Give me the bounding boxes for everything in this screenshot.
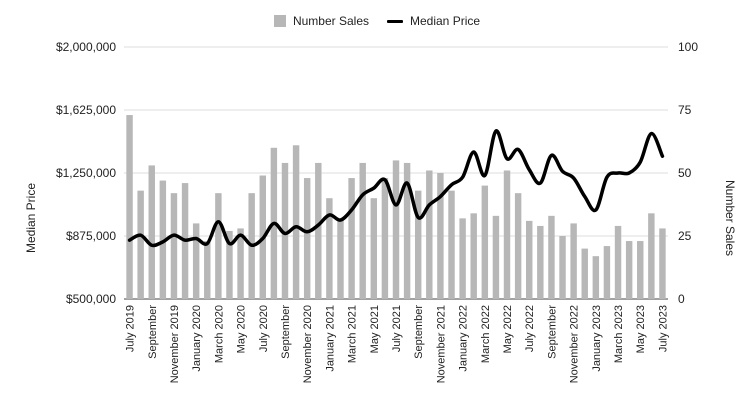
legend-item-median-price: Median Price: [387, 14, 480, 28]
x-tick-label: March 2022: [480, 305, 492, 363]
x-tick-label: September: [147, 305, 159, 359]
bar: [459, 218, 466, 299]
line-series-median-price: [127, 129, 665, 248]
x-tick-label: July 2021: [391, 305, 403, 352]
bar: [570, 223, 577, 299]
x-tick-label: July 2022: [524, 305, 536, 352]
bar: [126, 115, 133, 299]
right-tick-label: 100: [678, 40, 698, 54]
right-tick-label: 75: [678, 103, 692, 117]
x-tick-label: July 2023: [657, 305, 669, 352]
x-tick-label: January 2022: [458, 305, 470, 372]
bar-series-number-sales: [126, 115, 666, 299]
left-axis-ticks: $500,000 $875,000 $1,250,000 $1,625,000 $2,0…: [56, 40, 116, 306]
bar: [581, 248, 588, 299]
left-axis-title: Median Price: [24, 183, 38, 253]
legend-swatch-line: [387, 19, 403, 23]
bar: [315, 162, 322, 299]
right-axis-title: Number Sales: [723, 180, 737, 256]
left-tick-label: $1,250,000: [56, 166, 116, 180]
bar: [559, 236, 566, 299]
bar: [137, 190, 144, 299]
bar: [359, 162, 366, 299]
bar: [204, 241, 211, 299]
bar: [526, 220, 533, 299]
bar: [448, 190, 455, 299]
x-tick-label: May 2022: [502, 305, 514, 353]
bar: [537, 225, 544, 299]
bar: [381, 178, 389, 299]
bar: [226, 230, 233, 299]
bar: [437, 173, 444, 299]
right-tick-label: 50: [678, 166, 692, 180]
bar: [281, 162, 289, 299]
bar: [470, 213, 477, 299]
legend-label-number-sales: Number Sales: [292, 14, 369, 28]
x-tick-label: September: [546, 305, 558, 359]
bar: [370, 198, 378, 299]
right-tick-label: 25: [678, 229, 692, 243]
bar: [192, 223, 200, 299]
bar: [659, 228, 666, 299]
x-tick-label: November 2020: [302, 305, 314, 383]
bar: [503, 170, 511, 299]
bar: [392, 160, 400, 299]
left-tick-label: $1,625,000: [56, 103, 116, 117]
bar: [592, 256, 600, 299]
left-tick-label: $875,000: [66, 229, 116, 243]
x-tick-label: January 2021: [324, 305, 336, 372]
legend-item-number-sales: Number Sales: [273, 14, 369, 28]
legend-swatch-bar: [273, 15, 286, 27]
bar: [481, 185, 489, 299]
bar: [237, 228, 244, 299]
x-tick-label: September: [413, 305, 425, 359]
x-tick-label: March 2021: [347, 305, 359, 363]
bar: [514, 193, 522, 299]
x-tick-label: May 2021: [369, 305, 381, 353]
bar: [625, 241, 633, 299]
median-price-line: [127, 129, 665, 248]
x-tick-label: May 2023: [635, 305, 647, 353]
bar: [159, 180, 167, 299]
x-tick-label: May 2020: [236, 305, 248, 353]
x-tick-label: November 2022: [569, 305, 581, 383]
bar: [426, 170, 433, 299]
bar: [548, 215, 555, 299]
bar: [614, 225, 622, 299]
bar: [403, 162, 411, 299]
x-axis-ticks: July 2019 September November 2019 January 2…: [125, 305, 670, 384]
bar: [215, 193, 222, 299]
x-tick-label: July 2019: [125, 305, 137, 352]
bar: [648, 213, 655, 299]
left-tick-label: $500,000: [66, 292, 116, 306]
bar: [348, 178, 355, 299]
x-tick-label: January 2023: [591, 305, 603, 372]
bar: [603, 246, 611, 299]
bar: [292, 145, 300, 299]
bar: [326, 198, 333, 299]
x-tick-label: November 2021: [435, 305, 447, 383]
right-tick-label: 0: [678, 292, 685, 306]
x-tick-label: January 2020: [191, 305, 203, 372]
bar: [492, 215, 500, 299]
x-tick-label: July 2020: [258, 305, 270, 352]
legend-label-median-price: Median Price: [410, 14, 481, 28]
x-tick-label: March 2023: [613, 305, 625, 363]
left-tick-label: $2,000,000: [56, 40, 116, 54]
bar: [148, 165, 155, 299]
legend: Number Sales Median Price: [0, 11, 754, 31]
right-axis-ticks: 0 25 50 75 100: [678, 40, 698, 306]
x-tick-label: November 2019: [169, 305, 181, 383]
bar: [170, 193, 178, 299]
x-tick-label: September: [280, 305, 292, 359]
bar: [303, 178, 311, 299]
bar: [414, 190, 422, 299]
bar: [337, 218, 344, 299]
x-tick-label: March 2020: [213, 305, 225, 363]
bar: [637, 241, 644, 299]
